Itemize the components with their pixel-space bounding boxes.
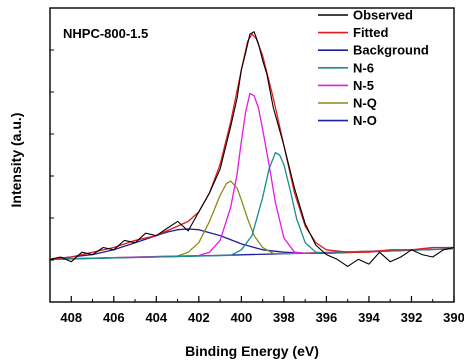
legend-label: Observed (353, 8, 413, 23)
series-layer (49, 31, 455, 267)
x-tick-label: 394 (358, 310, 380, 325)
x-axis-label: Binding Energy (eV) (185, 343, 319, 359)
legend-label: N-Q (353, 96, 377, 111)
x-tick-label: 396 (316, 310, 338, 325)
x-tick-label: 398 (273, 310, 295, 325)
series-line-n-5 (49, 92, 455, 260)
series-line-observed (49, 31, 455, 267)
legend-label: Fitted (353, 25, 388, 40)
x-axis-ticks: 408 406 404 402 400 398 396 394 392 390 (49, 49, 464, 325)
chart-title: NHPC-800-1.5 (63, 26, 148, 41)
series-line-fitted (49, 33, 454, 260)
plot-frame (49, 7, 455, 303)
x-tick-label: 392 (401, 310, 423, 325)
x-tick-label: 406 (103, 310, 125, 325)
x-tick-label: 402 (188, 310, 210, 325)
x-tick-label: 408 (60, 310, 82, 325)
series-line-n-6 (49, 151, 455, 260)
legend-label: N-O (353, 113, 377, 128)
x-tick-label: 404 (145, 310, 167, 325)
legend-label: Background (353, 43, 429, 58)
legend-label: N-6 (353, 60, 374, 75)
legend-label: N-5 (353, 78, 374, 93)
x-tick-label: 400 (231, 310, 253, 325)
y-axis-label: Intensity (a.u.) (8, 113, 24, 208)
legend: Observed Fitted Background N-6 N-5 N-Q N-O (318, 8, 429, 128)
x-tick-label: 390 (443, 310, 464, 325)
series-line-n-q (49, 180, 455, 260)
